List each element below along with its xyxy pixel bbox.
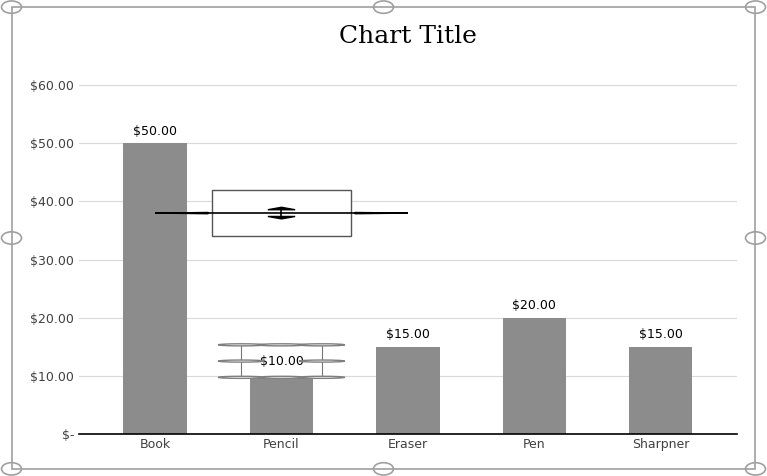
Circle shape xyxy=(299,360,344,362)
Text: $50.00: $50.00 xyxy=(133,125,177,138)
Circle shape xyxy=(219,377,264,378)
Circle shape xyxy=(219,360,264,362)
Polygon shape xyxy=(268,217,295,219)
FancyBboxPatch shape xyxy=(212,190,351,236)
Circle shape xyxy=(219,344,264,346)
Bar xyxy=(250,376,313,434)
Text: $10.00: $10.00 xyxy=(259,355,304,367)
Polygon shape xyxy=(155,212,208,214)
Text: $20.00: $20.00 xyxy=(512,299,556,312)
Bar xyxy=(123,143,186,434)
Title: Chart Title: Chart Title xyxy=(339,25,477,48)
Bar xyxy=(377,347,439,434)
Circle shape xyxy=(299,377,344,378)
Polygon shape xyxy=(355,212,408,214)
Text: $15.00: $15.00 xyxy=(386,328,430,341)
Circle shape xyxy=(299,344,344,346)
Polygon shape xyxy=(268,207,295,210)
Bar xyxy=(629,347,693,434)
Circle shape xyxy=(258,377,304,378)
Circle shape xyxy=(258,344,304,346)
Bar xyxy=(502,317,566,434)
Text: $15.00: $15.00 xyxy=(639,328,683,341)
